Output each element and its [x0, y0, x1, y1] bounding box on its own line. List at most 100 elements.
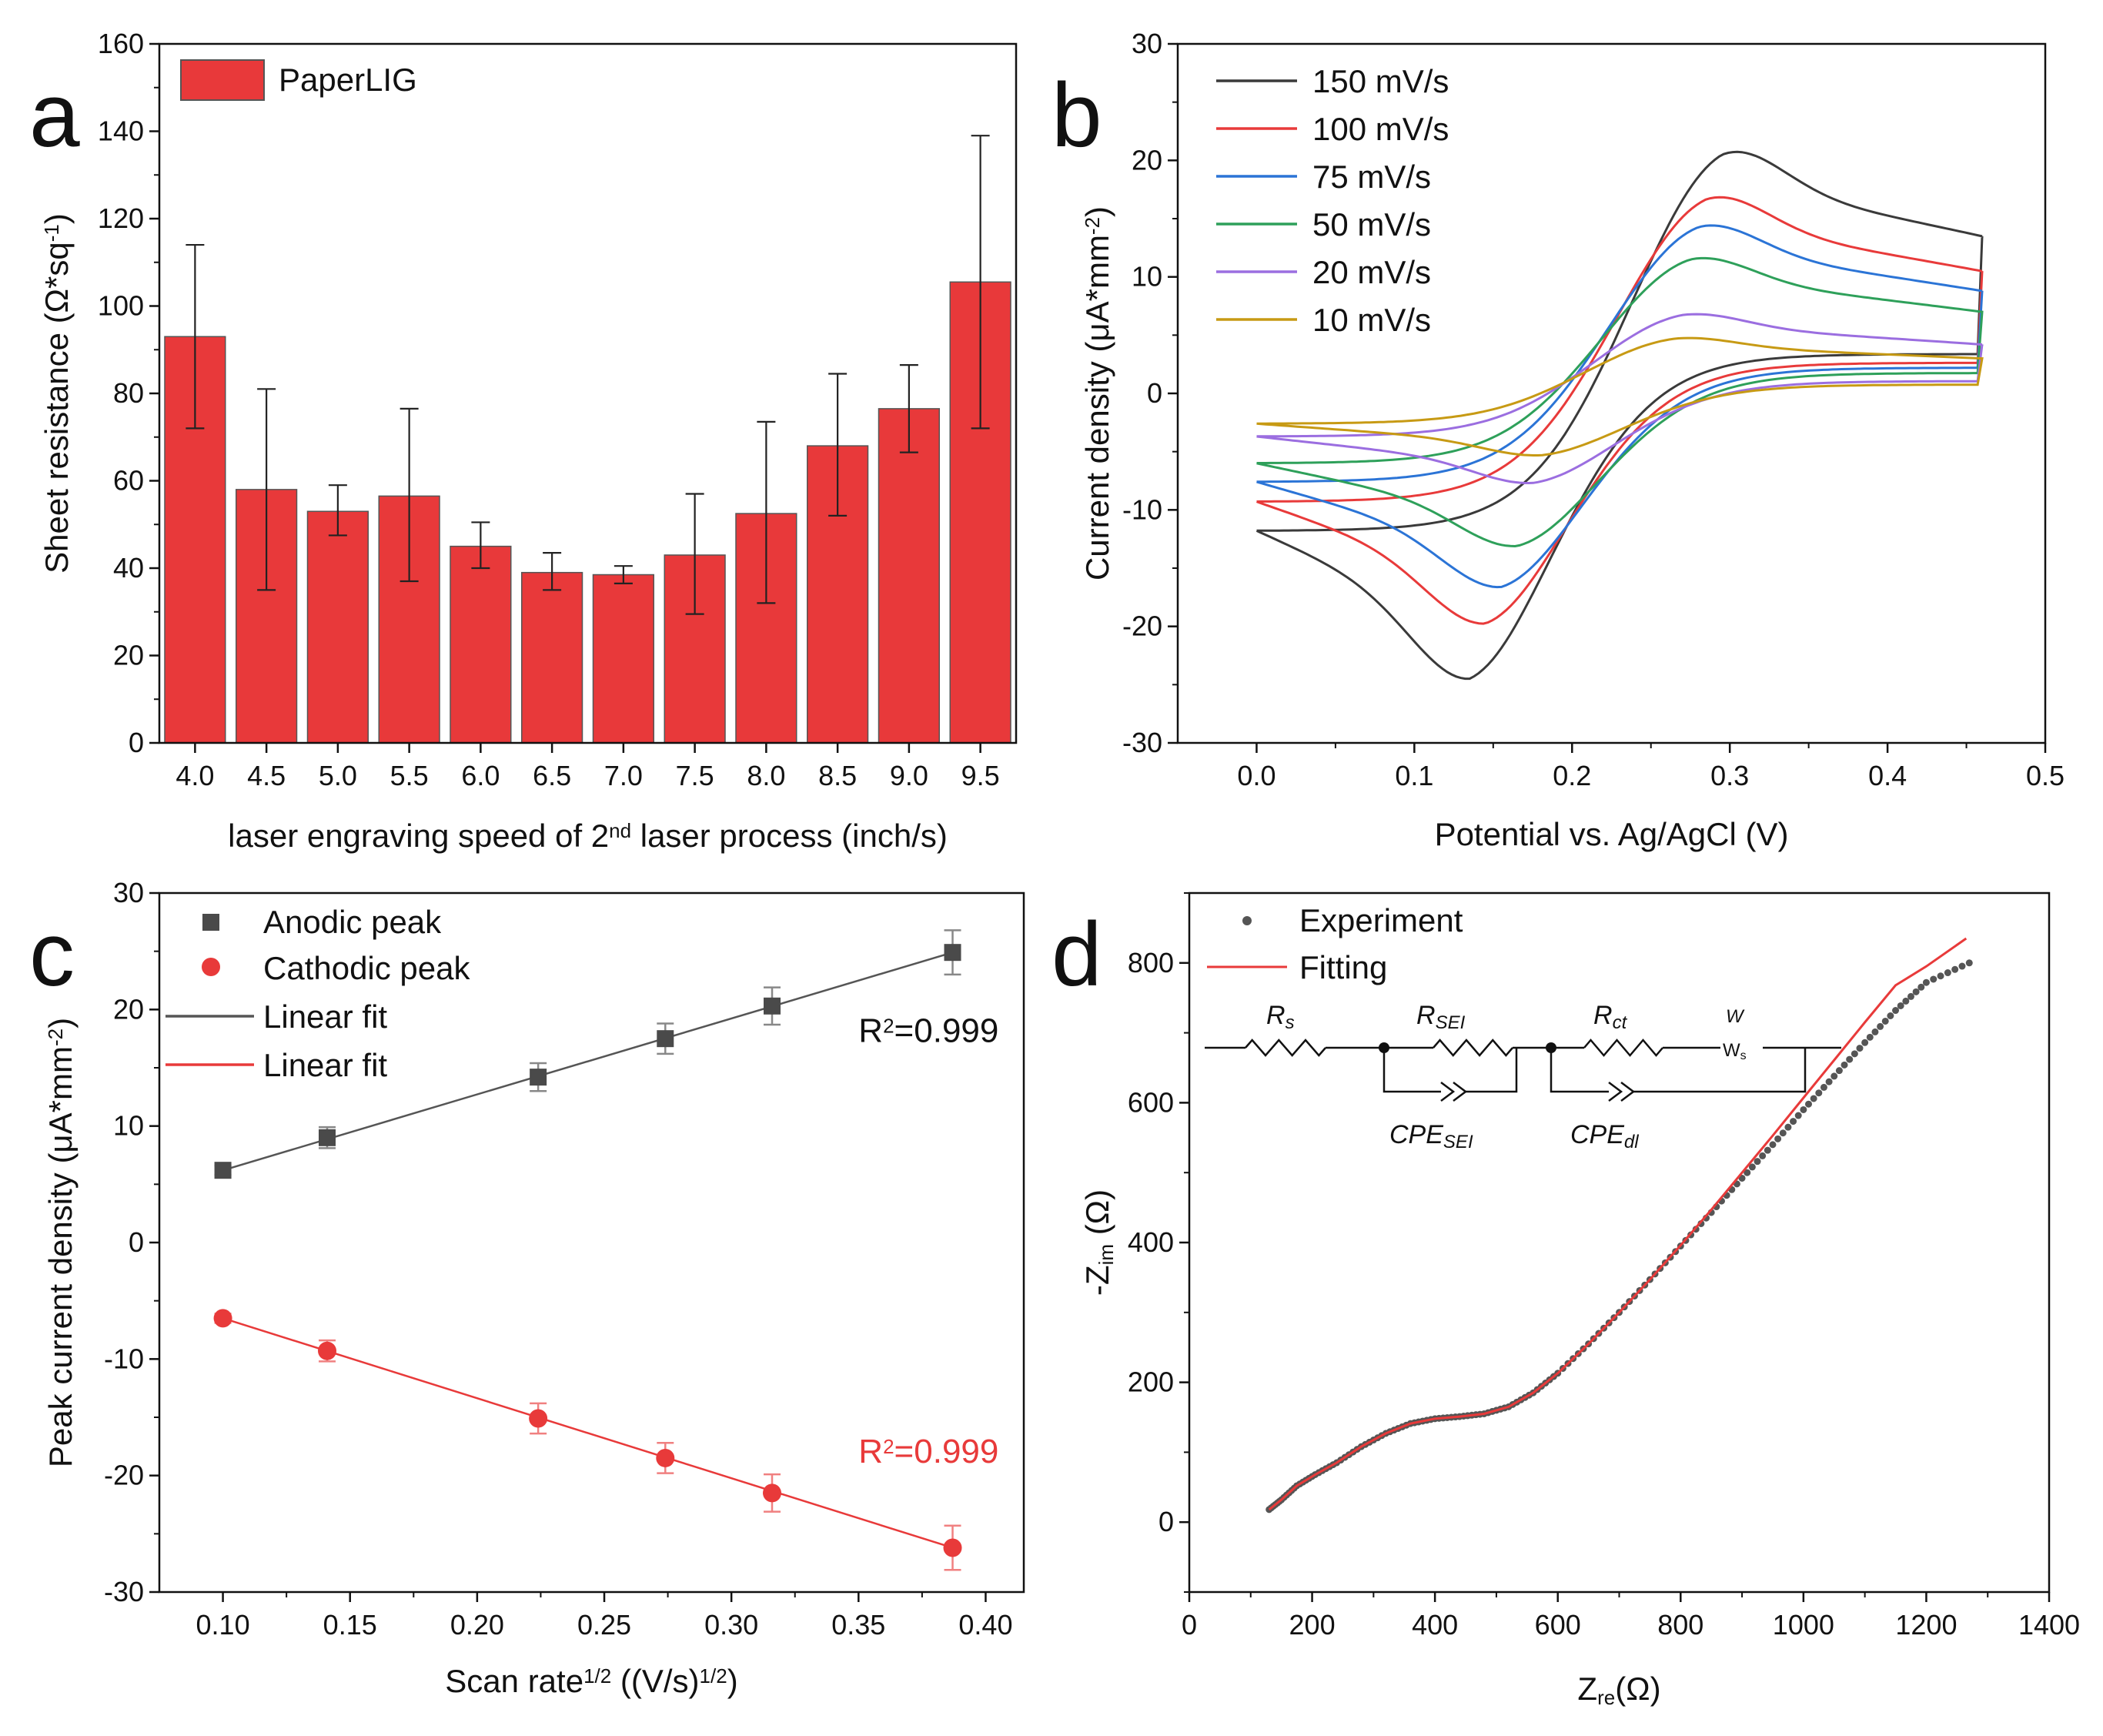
experiment-point — [1892, 1007, 1900, 1015]
circuit-label-ws-subscript: s — [1740, 1049, 1747, 1062]
circuit-wire — [1466, 1048, 1518, 1093]
legend-label-paperlig: PaperLIG — [279, 62, 417, 98]
experiment-point — [1851, 1050, 1858, 1058]
experiment-point — [1917, 983, 1925, 991]
x-tick-label: 0.0 — [1237, 760, 1276, 791]
r2-annotation-0-part: R — [858, 1012, 883, 1050]
y-tick-label: -20 — [1122, 610, 1162, 642]
cv-curve-150mvs — [1255, 150, 1984, 681]
circuit-label-rct-symbol: R — [1593, 1001, 1613, 1030]
legend-label-fit-gray: Linear fit — [263, 998, 387, 1035]
y-axis-label-part: im — [1095, 1244, 1118, 1265]
x-tick-label: 200 — [1289, 1609, 1336, 1641]
y-tick-label: 10 — [1132, 261, 1162, 293]
experiment-point — [1779, 1129, 1787, 1137]
legend-label-fit-red: Linear fit — [263, 1047, 387, 1083]
x-tick-label: 0.4 — [1868, 760, 1907, 791]
r2-annotation-1: R2=0.999 — [858, 1433, 998, 1470]
experiment-point — [1944, 969, 1951, 977]
x-tick-label: 1400 — [2018, 1609, 2080, 1641]
cpe-sei-symbol — [1440, 1082, 1468, 1102]
r2-annotation-1-part: R — [858, 1433, 883, 1470]
y-axis-label-part: ) — [42, 1018, 79, 1029]
r2-annotation-0-part: 2 — [883, 1015, 894, 1038]
y-tick-label: -10 — [104, 1343, 144, 1374]
y-axis-label: Peak current density (μA*mm-2) — [42, 1018, 79, 1467]
x-axis-label-part: Z — [1577, 1671, 1597, 1707]
legend-marker-cathodic — [202, 958, 220, 976]
x-axis-label-part: nd — [609, 819, 631, 842]
experiment-point — [1846, 1055, 1854, 1063]
x-axis-label-part: laser process (inch/s) — [631, 818, 948, 854]
x-axis-label: Potential vs. Ag/AgCl (V) — [1435, 816, 1789, 852]
legend-label-2: 75 mV/s — [1312, 159, 1431, 195]
experiment-point — [1744, 1169, 1751, 1176]
x-axis-label-part: ((V/s) — [611, 1663, 699, 1699]
experiment-point — [1769, 1141, 1777, 1149]
x-tick-label: 0.3 — [1710, 760, 1749, 791]
experiment-point — [1930, 975, 1938, 983]
y-axis-label-part: ) — [38, 213, 75, 224]
y-tick-label: -20 — [104, 1460, 144, 1491]
x-tick-label: 0.10 — [196, 1609, 250, 1641]
x-tick-label-6.5: 6.5 — [533, 760, 571, 791]
x-tick-label-7.5: 7.5 — [676, 760, 714, 791]
x-tick-label: 400 — [1412, 1609, 1458, 1641]
x-axis-label-part: laser engraving speed of 2 — [228, 818, 609, 854]
legend-label-0: 150 mV/s — [1312, 63, 1449, 99]
experiment-point — [1866, 1033, 1874, 1041]
bar-5.0 — [306, 510, 369, 744]
circuit-label-cpedl: CPEdl — [1570, 1120, 1639, 1152]
x-tick-label: 0.35 — [831, 1609, 885, 1641]
legend-swatch-paperlig — [180, 59, 265, 101]
experiment-point — [1877, 1022, 1884, 1030]
x-tick-label: 0.15 — [323, 1609, 377, 1641]
circuit-label-w: W — [1726, 1006, 1745, 1027]
cathodic-point-0 — [213, 1309, 232, 1328]
experiment-point — [1764, 1146, 1771, 1154]
x-tick-label: 800 — [1657, 1609, 1703, 1641]
circuit-wire — [1633, 1048, 1807, 1093]
panel-d-frame — [1188, 891, 2051, 1594]
legend-label-cathodic: Cathodic peak — [263, 950, 471, 986]
x-tick-label: 1000 — [1773, 1609, 1834, 1641]
resistor-rct-symbol — [1583, 1039, 1663, 1057]
bar-6.0 — [450, 545, 512, 744]
experiment-point — [1902, 997, 1910, 1005]
x-tick-label: 0.20 — [450, 1609, 504, 1641]
panel-b-cv-chart: 150 mV/s 100 mV/s 75 mV/s 50 mV/s 20 mV/s 10 … — [1052, 28, 2065, 852]
y-tick-label: 0 — [129, 1226, 144, 1258]
x-axis-label-part: 1/2 — [700, 1664, 727, 1687]
x-axis-label-part: 1/2 — [583, 1664, 611, 1687]
panel-d-nyquist-chart: 0 200 400 600 800 1000 1200 1400 0 200 400 600 800 Ex… — [1052, 891, 2080, 1709]
fitting-curve — [1268, 937, 1968, 1511]
y-tick-label: -30 — [104, 1576, 144, 1607]
experiment-point — [1748, 1163, 1756, 1171]
y-tick-label: 200 — [1128, 1366, 1174, 1398]
circuit-label-rct: Rct — [1593, 1001, 1628, 1033]
x-tick-label: 0.25 — [577, 1609, 631, 1641]
resistor-rs-symbol — [1245, 1039, 1326, 1057]
y-axis-label-part: Sheet resistance (Ω*sq — [38, 242, 75, 574]
y-axis-label-part: -1 — [40, 224, 63, 242]
x-axis-label-part: (Ω) — [1615, 1671, 1660, 1707]
experiment-point — [1835, 1067, 1843, 1075]
experiment-point — [1754, 1158, 1761, 1166]
circuit-label-rsei-symbol: R — [1416, 1001, 1436, 1030]
cathodic-point-1 — [317, 1341, 336, 1360]
anodic-point-4 — [764, 997, 781, 1015]
r2-annotation-0-part: =0.999 — [894, 1012, 999, 1050]
circuit-label-cpesei: CPESEI — [1389, 1120, 1473, 1152]
bar-9.0 — [878, 408, 940, 744]
x-tick-label-8.0: 8.0 — [747, 760, 785, 791]
anodic-point-1 — [318, 1129, 336, 1146]
r2-annotation-1-part: 2 — [883, 1435, 894, 1458]
experiment-point — [1887, 1012, 1894, 1020]
x-tick-label: 0.5 — [2026, 760, 2065, 791]
circuit-label-rs: Rs — [1266, 1001, 1295, 1033]
x-tick-label-9.5: 9.5 — [961, 760, 1000, 791]
y-tick-label: -10 — [1122, 493, 1162, 525]
y-axis-label: -Zim (Ω) — [1079, 1189, 1118, 1296]
cathodic-point-3 — [656, 1448, 675, 1467]
panel-b-frame — [1176, 42, 2047, 744]
